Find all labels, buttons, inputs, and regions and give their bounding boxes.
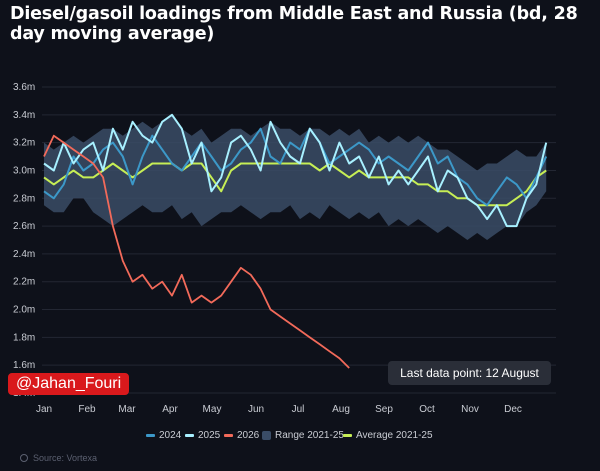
x-tick-label: Feb: [78, 404, 96, 415]
x-tick-label: Jan: [36, 404, 52, 415]
y-tick-label: 3.6m: [13, 82, 35, 93]
chart-title: Diesel/gasoil loadings from Middle East …: [10, 4, 578, 44]
source-text: Source: Vortexa: [33, 453, 98, 463]
chart-legend: 2024 2025 2026 Range 2021-25 Average 202…: [0, 429, 600, 443]
legend-item-range[interactable]: Range 2021-25: [262, 429, 344, 443]
x-tick-label: Mar: [118, 404, 136, 415]
y-tick-label: 1.6m: [13, 360, 35, 371]
vortexa-logo-icon: [20, 454, 28, 462]
legend-label-2026: 2026: [237, 430, 260, 441]
legend-item-2024[interactable]: 2024: [146, 429, 181, 443]
legend-item-2026[interactable]: 2026: [224, 429, 259, 443]
y-tick-label: 2.8m: [13, 193, 35, 204]
legend-item-2025[interactable]: 2025: [185, 429, 220, 443]
x-tick-label: May: [203, 404, 222, 415]
x-tick-label: Aug: [332, 404, 350, 415]
x-tick-label: Nov: [461, 404, 479, 415]
last-data-point-note: Last data point: 12 August: [388, 361, 551, 385]
series-2025-line: [43, 113, 548, 228]
series-2026-line: [43, 134, 350, 369]
average-2021-25-line: [43, 162, 547, 207]
legend-swatch-2024: [146, 433, 155, 437]
y-tick-label: 2.2m: [13, 277, 35, 288]
y-tick-label: 3.2m: [13, 138, 35, 149]
x-tick-label: Apr: [162, 404, 178, 415]
x-tick-label: Sep: [375, 404, 393, 415]
legend-swatch-average: [343, 433, 352, 437]
x-tick-label: Oct: [419, 404, 435, 415]
legend-swatch-range: [262, 430, 271, 440]
author-badge: @Jahan_Fouri: [8, 373, 130, 395]
x-tick-label: Jun: [248, 404, 264, 415]
legend-label-range: Range 2021-25: [275, 430, 344, 441]
legend-label-2025: 2025: [198, 430, 221, 441]
range-2021-25-band: [44, 114, 547, 240]
legend-swatch-2026: [224, 433, 233, 437]
x-tick-label: Dec: [504, 404, 522, 415]
legend-swatch-2025: [185, 433, 194, 437]
y-tick-label: 2.4m: [13, 249, 35, 260]
legend-label-average: Average 2021-25: [356, 430, 433, 441]
legend-item-average[interactable]: Average 2021-25: [343, 429, 433, 443]
y-tick-label: 2.6m: [13, 221, 35, 232]
y-tick-label: 3.4m: [13, 110, 35, 121]
legend-label-2024: 2024: [159, 430, 182, 441]
y-tick-label: 3.0m: [13, 165, 35, 176]
x-tick-label: Jul: [292, 404, 305, 415]
series-2024-line: [43, 127, 548, 207]
y-tick-label: 1.8m: [13, 332, 35, 343]
y-tick-label: 2.0m: [13, 305, 35, 316]
